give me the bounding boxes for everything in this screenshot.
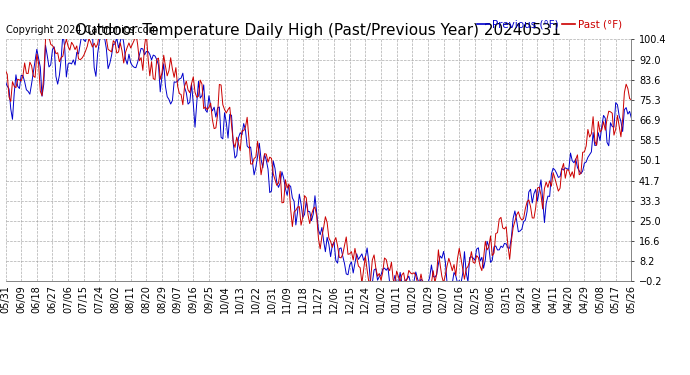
Title: Outdoor Temperature Daily High (Past/Previous Year) 20240531: Outdoor Temperature Daily High (Past/Pre… <box>75 23 562 38</box>
Text: Copyright 2024 Cartronics.com: Copyright 2024 Cartronics.com <box>6 25 157 35</box>
Legend: Previous (°F), Past (°F): Previous (°F), Past (°F) <box>473 15 626 34</box>
